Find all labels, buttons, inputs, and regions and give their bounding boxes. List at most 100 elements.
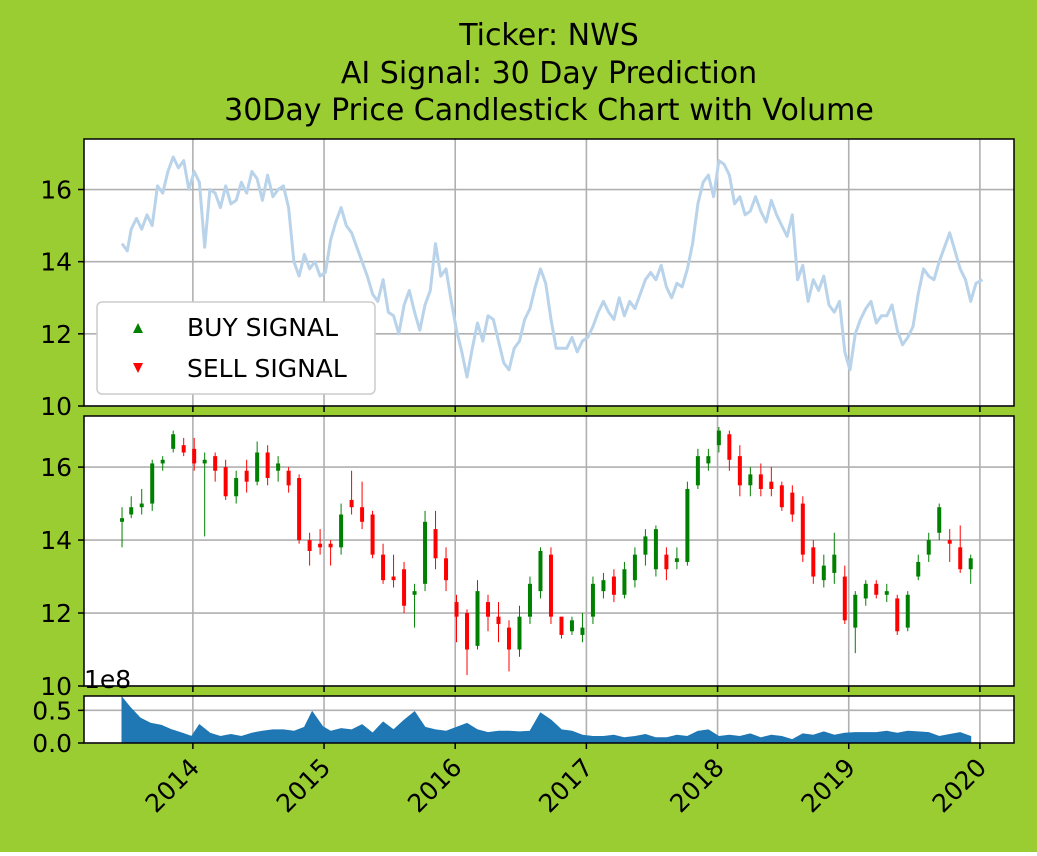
volume-panel: 0.00.5	[32, 695, 1015, 758]
candle-body	[433, 529, 438, 559]
candle-body	[905, 594, 910, 628]
candle-body	[391, 576, 396, 581]
legend-buy-label: BUY SIGNAL	[187, 313, 338, 342]
candle-body	[234, 478, 239, 497]
candle-body	[758, 474, 763, 489]
candle-body	[171, 434, 176, 449]
candle-body	[790, 492, 795, 515]
candle-body	[444, 558, 449, 581]
candle-body	[863, 583, 868, 599]
candle-body	[538, 551, 543, 592]
candle-body	[632, 554, 637, 581]
candle-body	[181, 445, 186, 453]
volume-ytick-label: 0.5	[32, 696, 72, 725]
candle-body	[381, 554, 386, 581]
candle-body	[297, 478, 302, 541]
candle-body	[937, 507, 942, 533]
candle-body	[465, 613, 470, 650]
candle-body	[276, 463, 281, 471]
candle-body	[727, 434, 732, 460]
candle-body	[884, 591, 889, 595]
candle-body	[527, 583, 532, 617]
candle-body	[307, 540, 312, 551]
candle-body	[643, 536, 648, 555]
price-ytick-label: 12	[40, 320, 72, 349]
candle-body	[496, 616, 501, 624]
candle-body	[622, 569, 627, 595]
candle-body	[202, 459, 207, 464]
candle-body	[674, 558, 679, 562]
candle-body	[947, 540, 952, 544]
candle-body	[769, 481, 774, 489]
volume-scale-multiplier: 1e8	[84, 665, 131, 694]
candle-body	[716, 430, 721, 446]
chart-title-line-1: Ticker: NWS	[458, 18, 639, 53]
candle-body	[120, 518, 125, 522]
chart-title-line-2: AI Signal: 30 Day Prediction	[341, 56, 757, 91]
price-close-line	[120, 155, 984, 379]
candle-ytick-label: 10	[40, 672, 72, 701]
price-ytick-label: 10	[40, 392, 72, 421]
buy-signal-marker-icon	[133, 323, 143, 333]
candle-body	[664, 554, 669, 570]
candle-body	[926, 540, 931, 555]
candle-body	[339, 514, 344, 548]
candle-body	[706, 456, 711, 464]
candle-body	[800, 503, 805, 555]
candle-body	[874, 583, 879, 595]
candle-body	[685, 488, 690, 562]
candle-body	[580, 627, 585, 635]
candle-body	[486, 602, 491, 617]
candle-body	[601, 580, 606, 592]
candle-ytick-label: 16	[40, 453, 72, 482]
candle-body	[811, 547, 816, 577]
candle-body	[958, 547, 963, 570]
price-ytick-label: 14	[40, 248, 72, 277]
volume-frame	[83, 695, 1015, 744]
candle-body	[569, 620, 574, 632]
candle-body	[160, 459, 165, 464]
legend: BUY SIGNAL SELL SIGNAL	[96, 301, 376, 395]
candle-body	[402, 569, 407, 606]
candle-body	[968, 558, 973, 570]
sell-signal-marker-icon	[133, 363, 143, 373]
candle-body	[244, 470, 249, 482]
candle-body	[328, 543, 333, 548]
candle-body	[360, 507, 365, 522]
candle-body	[423, 521, 428, 584]
candle-body	[192, 448, 197, 464]
candle-body	[611, 576, 616, 595]
candle-body	[286, 470, 291, 486]
candle-body	[150, 463, 155, 504]
candle-body	[916, 561, 921, 577]
candle-body	[475, 591, 480, 646]
candle-body	[370, 514, 375, 555]
volume-ytick-label: 0.0	[32, 729, 72, 758]
candle-body	[853, 594, 858, 628]
candle-body	[548, 554, 553, 617]
chart-title-line-3: 30Day Price Candlestick Chart with Volum…	[224, 93, 874, 128]
candle-body	[559, 616, 564, 635]
candle-body	[265, 452, 270, 479]
candle-body	[695, 456, 700, 486]
candle-body	[517, 616, 522, 650]
candle-body	[349, 499, 354, 508]
candle-body	[129, 507, 134, 515]
legend-sell-label: SELL SIGNAL	[187, 354, 347, 383]
candle-frame	[83, 415, 1015, 687]
candle-body	[590, 583, 595, 617]
candle-body	[318, 543, 323, 548]
candle-body	[748, 474, 753, 486]
candle-body	[653, 529, 658, 570]
price-frame	[83, 138, 1015, 407]
candle-ytick-label: 14	[40, 526, 72, 555]
candle-body	[895, 598, 900, 632]
candle-body	[832, 554, 837, 573]
candle-body	[412, 591, 417, 595]
candle-body	[139, 503, 144, 508]
candle-body	[454, 602, 459, 617]
candle-body	[821, 565, 826, 581]
candlestick-panel: 10 12 14 16	[40, 415, 1015, 701]
